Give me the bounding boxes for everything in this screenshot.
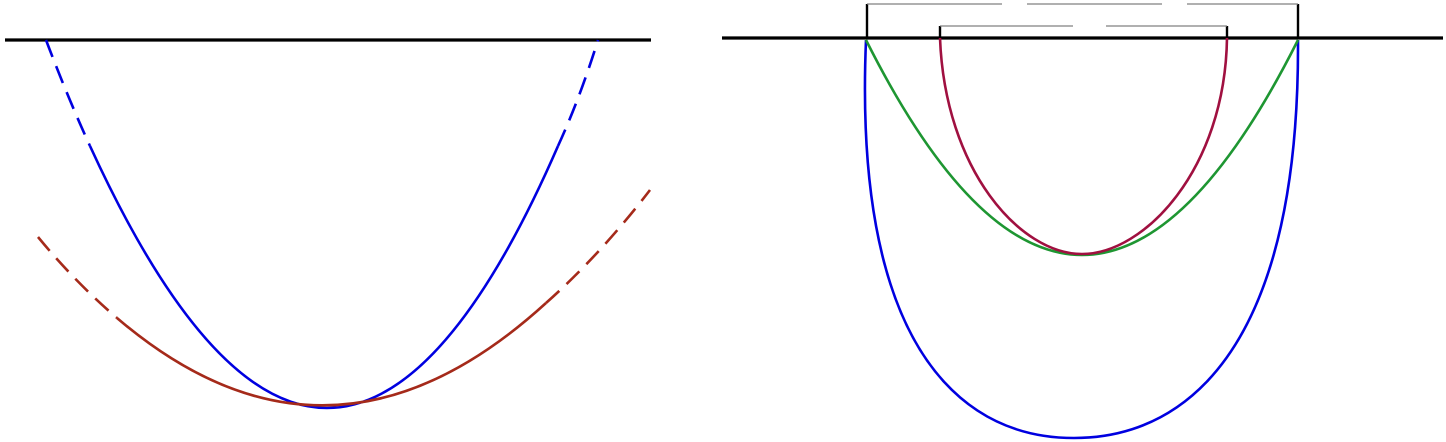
outer-bracket bbox=[865, 3, 1300, 38]
left-blue-curve-solid bbox=[88, 145, 560, 410]
right-panel bbox=[722, 3, 1443, 440]
left-blue-curve-dashed-right bbox=[556, 39, 600, 147]
left-rust-curve-solid bbox=[116, 302, 547, 407]
left-blue-curve-dashed-left bbox=[44, 39, 92, 147]
inner-bracket bbox=[938, 25, 1229, 38]
left-rust-curve-dashed-left bbox=[36, 236, 118, 319]
right-blue-u-curve bbox=[863, 39, 1300, 440]
right-green-parabola bbox=[864, 39, 1300, 257]
left-rust-curve-dashed-right bbox=[545, 189, 652, 304]
left-panel bbox=[5, 38, 652, 410]
right-crimson-u-curve bbox=[938, 37, 1229, 256]
